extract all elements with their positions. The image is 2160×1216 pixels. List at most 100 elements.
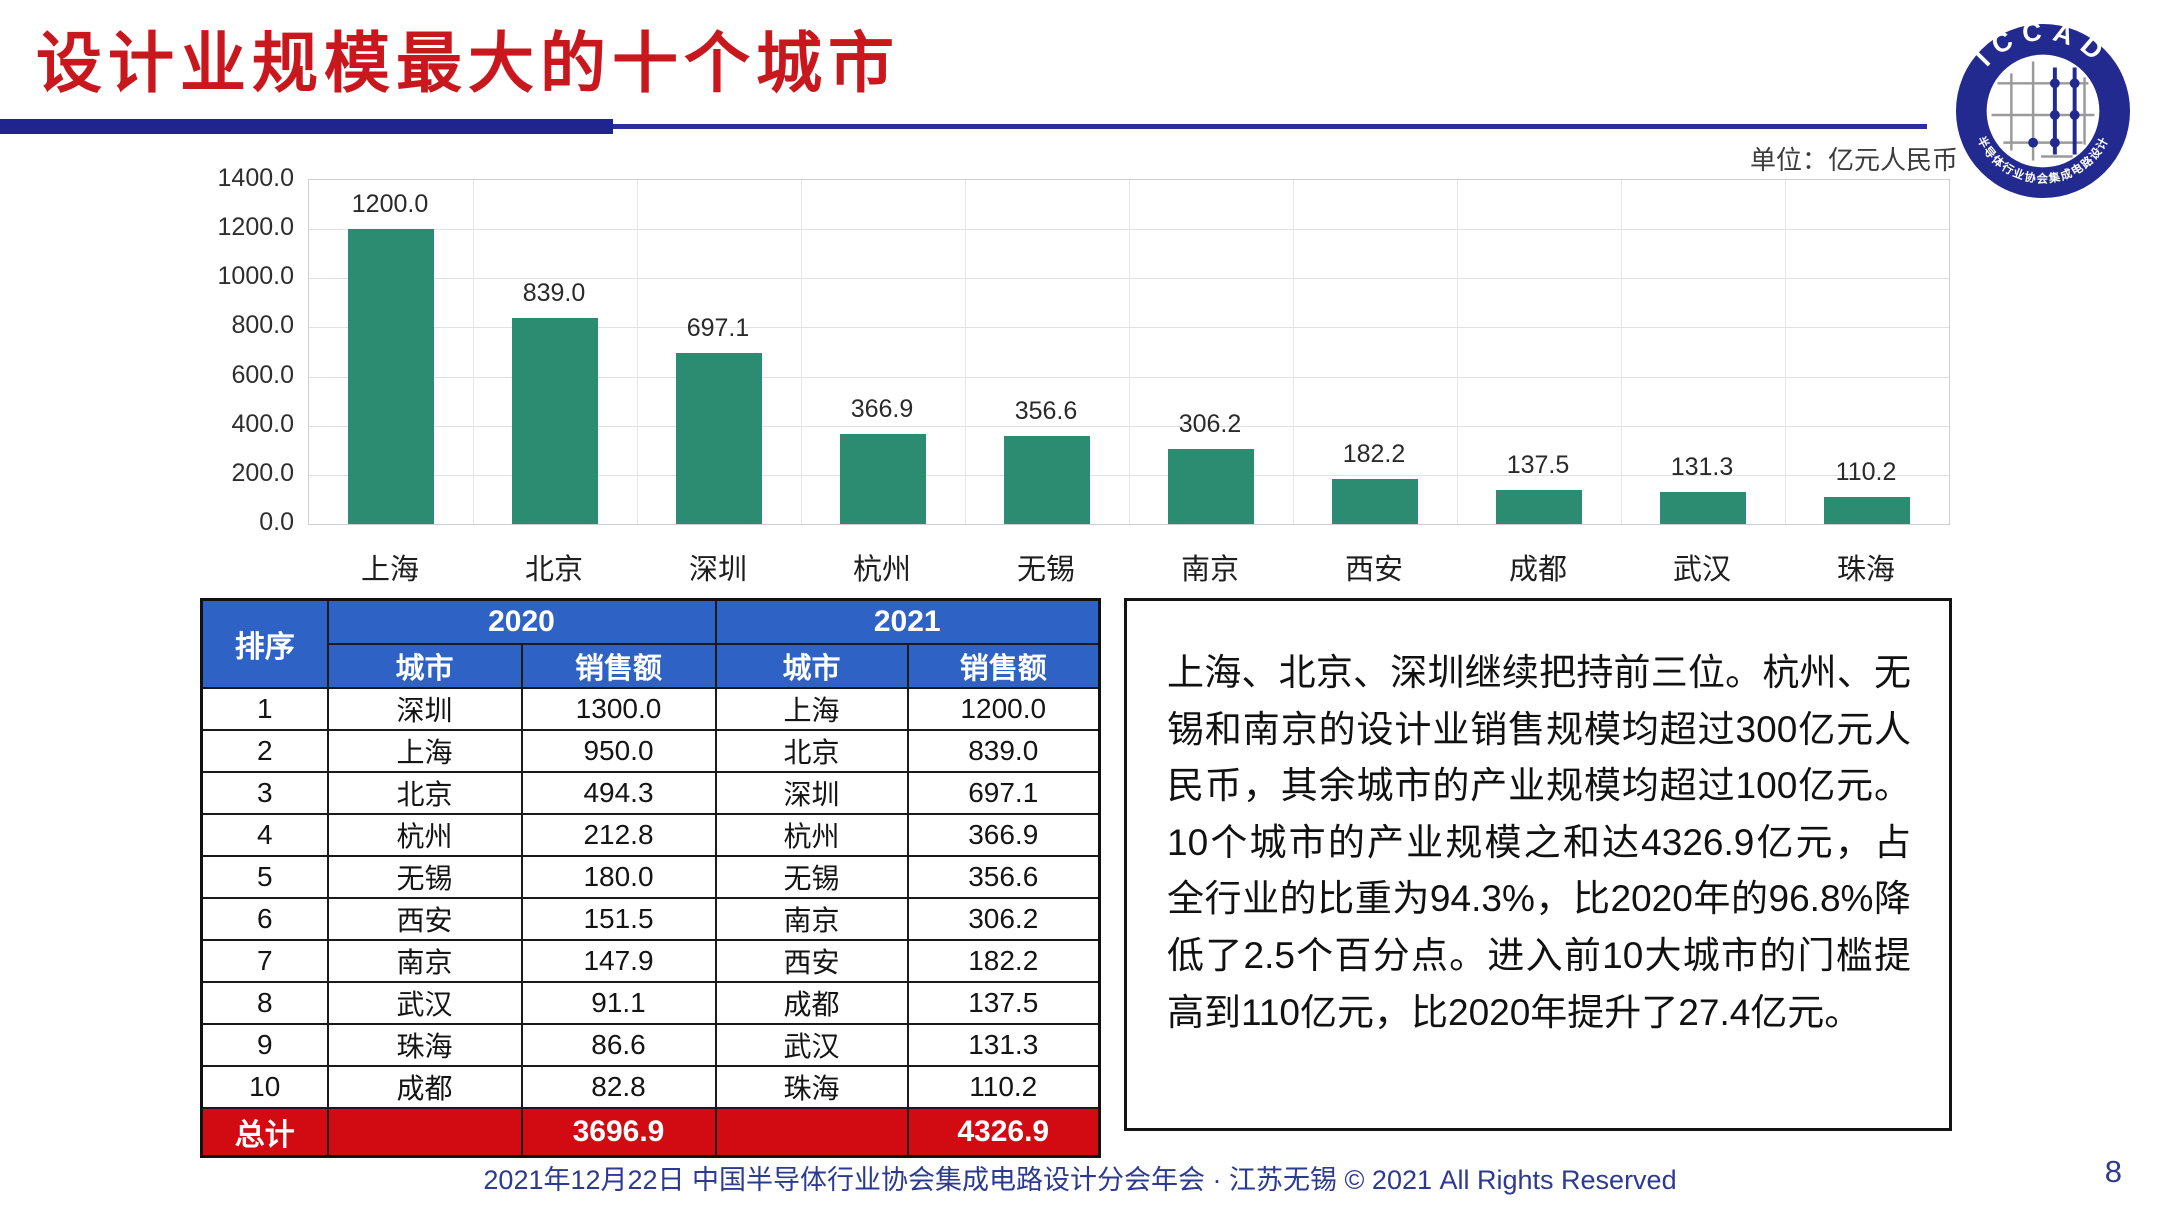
- table-row: 1 深圳 1300.0 上海 1200.0: [200, 687, 1101, 731]
- logo-inner-disc: [1986, 54, 2100, 168]
- table-cell: 6: [200, 897, 329, 941]
- table-cell: 10: [200, 1065, 329, 1109]
- total-empty-cell: [714, 1107, 909, 1158]
- table-cell: 182.2: [906, 939, 1101, 983]
- header-year-2021: 2021: [714, 598, 1101, 645]
- header-city-2021: 城市: [714, 643, 909, 689]
- header-rank: 排序: [200, 598, 329, 689]
- table-row: 3 北京 494.3 深圳 697.1: [200, 771, 1101, 815]
- table-cell: 成都: [714, 981, 909, 1025]
- table-cell: 366.9: [906, 813, 1101, 857]
- table-cell: 151.5: [520, 897, 717, 941]
- chart-plot: [308, 179, 1950, 525]
- analysis-text: 上海、北京、深圳继续把持前三位。杭州、无锡和南京的设计业销售规模均超过300亿元…: [1167, 652, 1911, 1033]
- table-cell: 5: [200, 855, 329, 899]
- total-empty-cell: [326, 1107, 523, 1158]
- table-cell: 武汉: [714, 1023, 909, 1067]
- table-cell: 839.0: [906, 729, 1101, 773]
- table-body: 1 深圳 1300.0 上海 1200.0 2 上海 950.0 北京 839.0 3 北京 494.3…: [200, 687, 1101, 1109]
- table-row: 2 上海 950.0 北京 839.0: [200, 729, 1101, 773]
- table-cell: 珠海: [714, 1065, 909, 1109]
- y-axis-tick-label: 1000.0: [217, 262, 294, 291]
- x-axis-label-北京: 北京: [524, 554, 583, 586]
- bar-西安: [1332, 479, 1418, 524]
- table-cell: 西安: [714, 939, 909, 983]
- y-axis-tick-label: 600.0: [231, 360, 294, 389]
- bar-武汉: [1660, 492, 1746, 524]
- bar-value-label: 137.5: [1506, 451, 1570, 479]
- bar-chart: 0.0 200.0 400.0 600.0 800.0 1000.0 1200.0 1400.…: [218, 164, 1950, 594]
- y-axis-tick-label: 0.0: [259, 508, 294, 536]
- iccad-logo-icon: ICCAD 中国半导体行业协会集成电路设计分会: [1955, 22, 2131, 199]
- gridline-v: [801, 180, 802, 524]
- table-total-row: 总计 3696.9 4326.9: [200, 1107, 1101, 1158]
- table-cell: 2: [200, 729, 329, 773]
- table-cell: 212.8: [520, 813, 717, 857]
- bar-value-label: 839.0: [522, 279, 586, 307]
- gridline-v: [1785, 180, 1786, 524]
- table-row: 7 南京 147.9 西安 182.2: [200, 939, 1101, 983]
- unit-label: 单位：亿元人民币: [1749, 145, 1958, 175]
- bar-value-label: 110.2: [1835, 458, 1897, 486]
- y-axis-tick-label: 1400.0: [217, 164, 294, 192]
- bar-深圳: [676, 353, 762, 524]
- page-title: 设计业规模最大的十个城市: [36, 26, 900, 100]
- header-sales-2020: 销售额: [520, 643, 717, 689]
- table-cell: 成都: [326, 1065, 523, 1109]
- total-sales-2021: 4326.9: [906, 1107, 1101, 1158]
- table-cell: 4: [200, 813, 329, 857]
- x-axis-label-无锡: 无锡: [1016, 554, 1075, 586]
- bar-无锡: [1004, 436, 1090, 524]
- gridline-v: [1293, 180, 1294, 524]
- bar-value-label: 131.3: [1670, 453, 1734, 481]
- x-axis-label-西安: 西安: [1344, 554, 1403, 586]
- x-axis-label-深圳: 深圳: [688, 554, 747, 586]
- table-cell: 北京: [714, 729, 909, 773]
- header-year-2020: 2020: [326, 598, 717, 645]
- title-underline-thin: [613, 124, 1927, 129]
- x-axis-label-成都: 成都: [1508, 554, 1567, 586]
- bar-上海: [348, 229, 434, 524]
- table-cell: 上海: [714, 687, 909, 731]
- y-axis-tick-label: 800.0: [231, 311, 294, 340]
- bar-珠海: [1824, 497, 1910, 524]
- table-cell: 137.5: [906, 981, 1101, 1025]
- bar-value-label: 182.2: [1342, 440, 1406, 468]
- bar-南京: [1168, 449, 1254, 524]
- table-cell: 1300.0: [520, 687, 717, 731]
- x-axis-label-武汉: 武汉: [1672, 554, 1731, 586]
- analysis-textbox: 上海、北京、深圳继续把持前三位。杭州、无锡和南京的设计业销售规模均超过300亿元…: [1124, 598, 1952, 1131]
- table-cell: 南京: [714, 897, 909, 941]
- table-cell: 北京: [326, 771, 523, 815]
- bar-value-label: 306.2: [1178, 410, 1242, 438]
- gridline-v: [1129, 180, 1130, 524]
- x-axis-label-珠海: 珠海: [1836, 554, 1895, 586]
- table-cell: 杭州: [714, 813, 909, 857]
- table-cell: 深圳: [714, 771, 909, 815]
- logo-grid-dots: [2028, 78, 2080, 148]
- table-cell: 上海: [326, 729, 523, 773]
- table-cell: 无锡: [326, 855, 523, 899]
- ranking-table: 排序 2020 2021 城市 销售额 城市 销售额 1 深圳 1300.0 上海 12…: [200, 598, 1101, 1158]
- x-axis-label-南京: 南京: [1180, 554, 1239, 586]
- table-header: 排序 2020 2021 城市 销售额 城市 销售额: [200, 598, 1101, 689]
- table-cell: 7: [200, 939, 329, 983]
- bar-value-label: 356.6: [1014, 397, 1078, 425]
- table-cell: 494.3: [520, 771, 717, 815]
- table-cell: 1: [200, 687, 329, 731]
- table-cell: 147.9: [520, 939, 717, 983]
- gridline-v: [473, 180, 474, 524]
- table-cell: 深圳: [326, 687, 523, 731]
- x-axis-label-上海: 上海: [360, 554, 419, 586]
- bar-value-label: 1200.0: [351, 190, 429, 218]
- bar-成都: [1496, 490, 1582, 524]
- total-sales-2020: 3696.9: [520, 1107, 717, 1158]
- table-cell: 131.3: [906, 1023, 1101, 1067]
- gridline-v: [965, 180, 966, 524]
- table-row: 9 珠海 86.6 武汉 131.3: [200, 1023, 1101, 1067]
- header-sales-2021: 销售额: [906, 643, 1101, 689]
- table-cell: 306.2: [906, 897, 1101, 941]
- table-cell: 180.0: [520, 855, 717, 899]
- x-axis-label-杭州: 杭州: [852, 554, 911, 586]
